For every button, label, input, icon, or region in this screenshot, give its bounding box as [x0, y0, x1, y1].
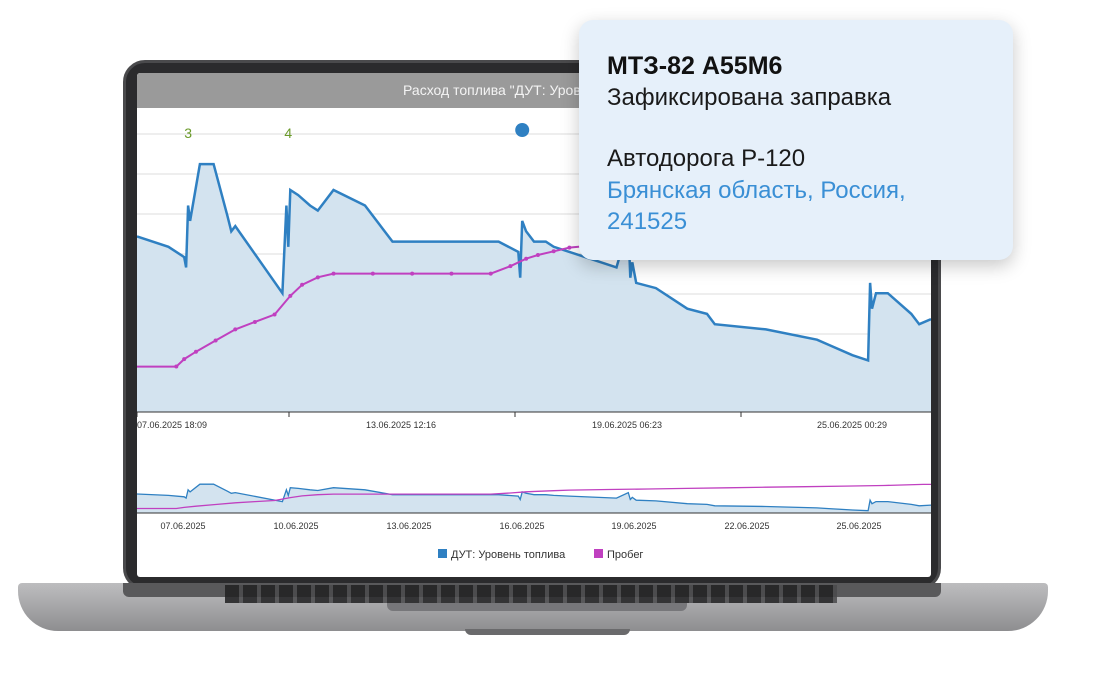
main-tick-label-0: 07.06.2025 18:09 [137, 420, 207, 430]
nav-tick-label-1: 10.06.2025 [273, 521, 318, 531]
nav-tick-label-2: 13.06.2025 [386, 521, 431, 531]
refuel-marker [515, 123, 530, 137]
refuel-label-1: 3 [184, 125, 192, 141]
nav-mileage-line [137, 483, 931, 510]
legend-mileage-swatch [594, 549, 603, 558]
trackpad [387, 603, 687, 611]
vehicle-name: МТЗ-82 А55М6 [607, 52, 783, 80]
event-text: Зафиксирована заправка [607, 84, 892, 111]
mileage-point [315, 275, 320, 280]
refuel-popup: МТЗ-82 А55М6 Зафиксирована заправка Авто… [579, 20, 1013, 260]
mileage-point [213, 338, 218, 343]
mileage-point [233, 327, 238, 332]
mileage-point [288, 293, 293, 298]
mileage-point [174, 364, 179, 369]
nav-fuel-area [137, 484, 931, 513]
mileage-point [300, 282, 305, 287]
mileage-point [182, 357, 187, 362]
main-tick-label-3: 25.06.2025 00:29 [817, 420, 887, 430]
mileage-point [272, 312, 277, 317]
nav-tick-label-5: 22.06.2025 [724, 521, 769, 531]
mileage-point [449, 271, 454, 276]
main-tick-label-2: 19.06.2025 06:23 [592, 420, 662, 430]
mileage-point [410, 271, 415, 276]
fuel-line [137, 162, 931, 363]
mileage-point [488, 271, 493, 276]
nav-tick-label-3: 16.06.2025 [499, 521, 544, 531]
mileage-point [535, 253, 540, 258]
region-link[interactable]: Брянская область, Россия, 241525 [607, 177, 906, 235]
mileage-point [524, 256, 529, 261]
mileage-point [508, 264, 513, 269]
mileage-point [252, 319, 257, 324]
nav-tick-label-4: 19.06.2025 [611, 521, 656, 531]
mileage-point [193, 349, 198, 354]
laptop-foot [465, 629, 630, 635]
mileage-point [551, 249, 556, 254]
nav-tick-label-0: 07.06.2025 [160, 521, 205, 531]
legend-mileage-label: Пробег [607, 549, 643, 561]
nav-tick-label-6: 25.06.2025 [836, 521, 881, 531]
mileage-point [567, 245, 572, 250]
road-name: Автодорога Р-120 [607, 145, 806, 172]
fuel-area [137, 164, 931, 412]
mileage-point [331, 271, 336, 276]
legend-fuel-swatch [438, 549, 447, 558]
main-tick-label-1: 13.06.2025 12:16 [366, 420, 436, 430]
refuel-label-2: 4 [284, 125, 292, 141]
legend-fuel-label: ДУТ: Уровень топлива [451, 549, 566, 561]
mileage-point [370, 271, 375, 276]
keyboard [225, 585, 837, 603]
